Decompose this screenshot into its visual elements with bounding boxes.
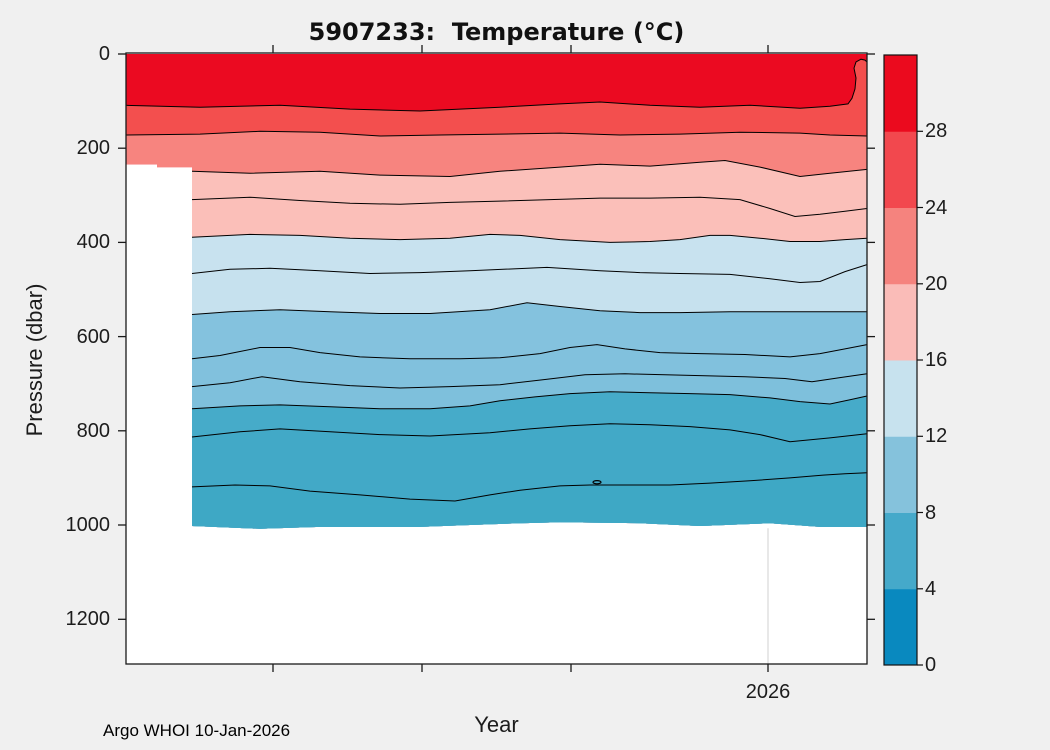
y-tick-label: 200: [76, 137, 110, 160]
colorbar-tick-label: 4: [925, 577, 937, 600]
y-tick-label: 400: [76, 231, 110, 254]
y-tick-label: 1000: [65, 514, 111, 537]
colorbar-tick-label: 0: [925, 654, 937, 676]
x-tick-label: 2026: [745, 681, 791, 703]
colorbar-tick-label: 28: [925, 120, 948, 143]
y-tick-label: 0: [98, 43, 110, 65]
y-tick-label: 1200: [65, 608, 111, 631]
y-tick-label: 600: [76, 325, 110, 348]
colorbar-tick-label: 8: [925, 501, 937, 524]
colorbar-tick-label: 20: [925, 272, 948, 295]
source-annotation: Argo WHOI 10-Jan-2026: [103, 721, 291, 740]
colorbar-tick-label: 16: [925, 349, 948, 371]
colorbar-tick-label: 12: [925, 425, 948, 448]
colorbar-tick-label: 24: [925, 196, 948, 219]
plot-title: 5907233: Temperature (°C): [308, 18, 685, 46]
y-tick-label: 800: [76, 419, 110, 442]
x-axis-label: Year: [474, 712, 519, 737]
